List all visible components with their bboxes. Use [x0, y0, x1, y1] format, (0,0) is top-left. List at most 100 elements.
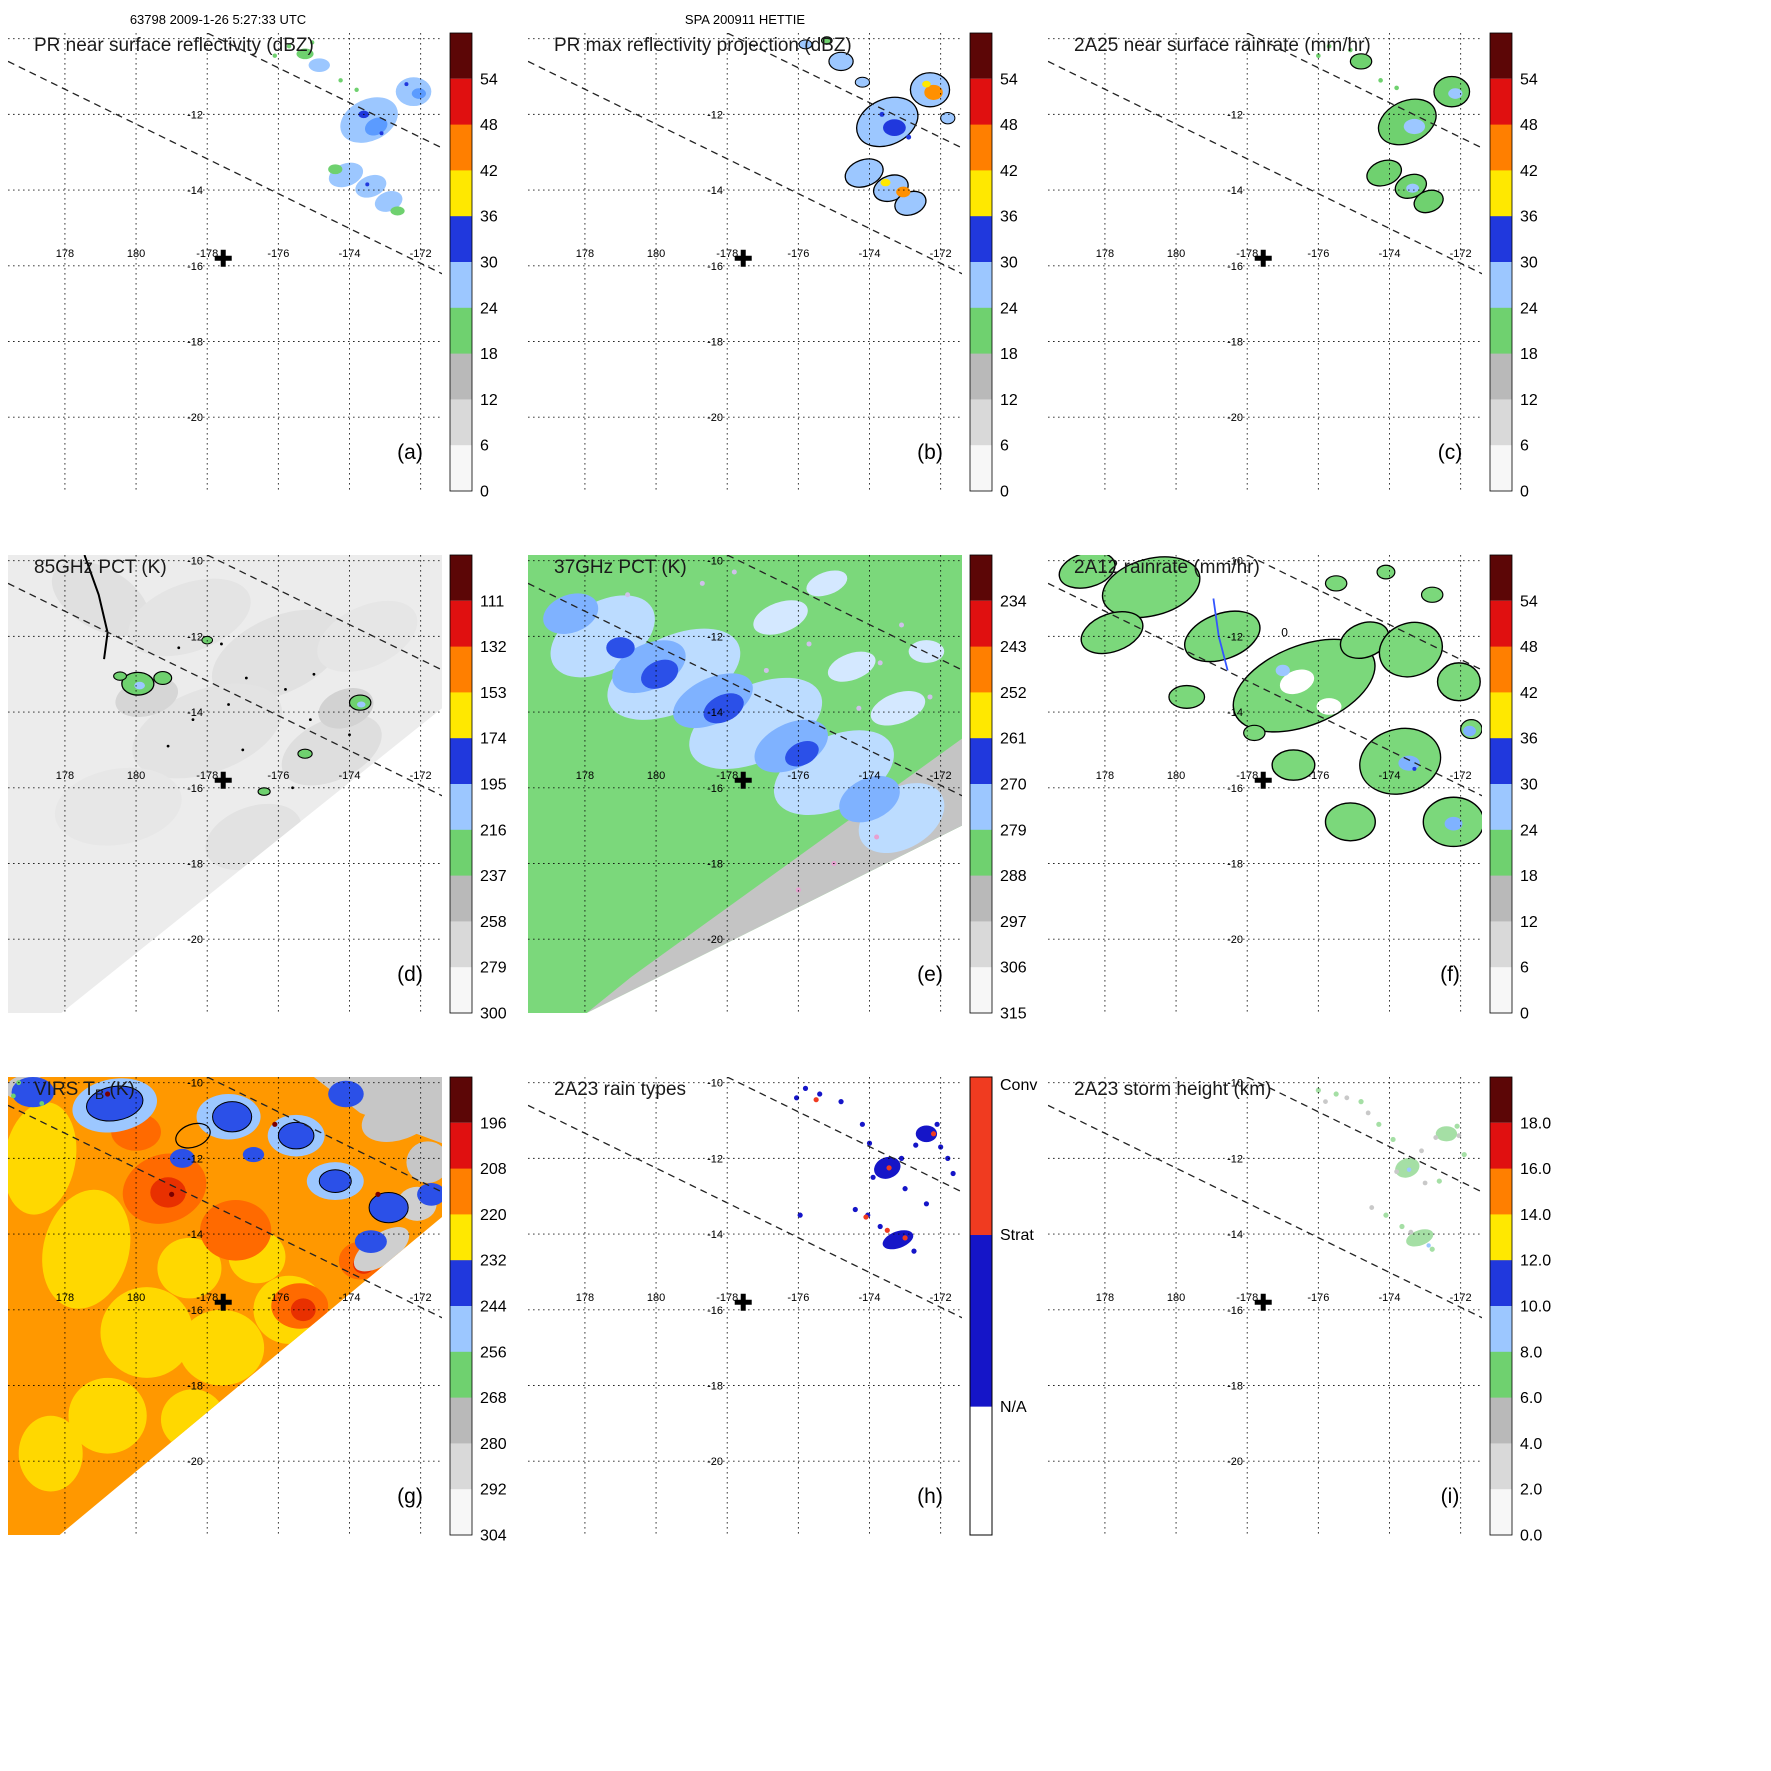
- svg-text:48: 48: [1520, 117, 1538, 134]
- svg-text:178: 178: [1096, 770, 1114, 782]
- svg-text:-172: -172: [410, 770, 432, 782]
- svg-text:196: 196: [480, 1115, 507, 1132]
- axis-labels: 178 180 -178 -176 -174 -172 -12 -14 -16 -18 -20: [576, 109, 952, 424]
- svg-text:234: 234: [1000, 593, 1027, 610]
- swath-edge-lines: [1048, 33, 1482, 275]
- svg-text:42: 42: [1000, 163, 1018, 180]
- svg-text:-14: -14: [187, 1229, 203, 1241]
- panel-title: 2A12 rainrate (mm/hr): [1074, 557, 1260, 578]
- panel-letter: (d): [397, 963, 423, 986]
- storm-center-cross: [734, 1293, 752, 1311]
- svg-text:268: 268: [480, 1390, 507, 1407]
- svg-text:-18: -18: [1227, 1380, 1243, 1392]
- svg-text:-12: -12: [707, 1153, 723, 1165]
- svg-text:-174: -174: [1378, 1292, 1400, 1304]
- svg-text:174: 174: [480, 731, 507, 748]
- svg-text:-16: -16: [1227, 261, 1243, 273]
- panel-title: 85GHz PCT (K): [34, 557, 167, 578]
- gridlines: [528, 33, 962, 491]
- svg-text:-12: -12: [187, 109, 203, 121]
- data-field: [272, 40, 432, 216]
- svg-text:30: 30: [1520, 777, 1538, 794]
- gridlines: [1048, 33, 1482, 491]
- svg-text:12: 12: [1000, 392, 1018, 409]
- svg-text:-176: -176: [787, 248, 809, 260]
- panel-letter: (i): [1441, 1485, 1460, 1508]
- map-area: 178 180 -178 -176 -174 -172 -12 -14 -16 -18 -20: [1048, 33, 1482, 491]
- svg-text:-20: -20: [1227, 1456, 1243, 1468]
- svg-text:6: 6: [1520, 960, 1529, 977]
- svg-text:-174: -174: [858, 770, 880, 782]
- svg-text:270: 270: [1000, 777, 1027, 794]
- svg-text:24: 24: [1000, 300, 1018, 317]
- svg-text:36: 36: [1000, 209, 1018, 226]
- svg-text:16.0: 16.0: [1520, 1161, 1551, 1178]
- svg-text:48: 48: [480, 117, 498, 134]
- svg-text:-176: -176: [1307, 248, 1329, 260]
- svg-text:6: 6: [1000, 438, 1009, 455]
- svg-text:-172: -172: [410, 1292, 432, 1304]
- map-area: 178 180 -178 -176 -174 -172 -12 -14 -16 -18 -20: [528, 33, 962, 491]
- storm-center-cross: [1254, 249, 1272, 267]
- svg-text:12: 12: [480, 392, 498, 409]
- svg-text:-172: -172: [1450, 1292, 1472, 1304]
- storm-name-label: SPA 200911 HETTIE: [684, 12, 806, 27]
- storm-center-cross: [1254, 1293, 1272, 1311]
- colorbar-d: 111 132 153 174 195 216 237 258 279 300: [449, 554, 507, 1023]
- svg-text:48: 48: [1520, 639, 1538, 656]
- svg-text:-176: -176: [267, 770, 289, 782]
- panel-title: PR max reflectivity projection (dBZ): [554, 35, 852, 56]
- svg-text:6.0: 6.0: [1520, 1390, 1542, 1407]
- svg-text:-174: -174: [1378, 770, 1400, 782]
- swath-edge-lines: [1048, 1077, 1482, 1319]
- panel-letter: (a): [397, 441, 423, 464]
- svg-text:0: 0: [1520, 484, 1529, 501]
- svg-text:-178: -178: [1236, 1292, 1258, 1304]
- panel-letter: (c): [1438, 441, 1463, 464]
- svg-text:-14: -14: [1227, 185, 1243, 197]
- svg-text:-176: -176: [267, 1292, 289, 1304]
- svg-text:-16: -16: [707, 1305, 723, 1317]
- svg-text:258: 258: [480, 914, 507, 931]
- svg-text:-20: -20: [187, 1456, 203, 1468]
- svg-text:261: 261: [1000, 731, 1027, 748]
- axis-labels: 178 180 -178 -176 -174 -172 -10 -12 -14 -16 -18 -20: [56, 1078, 432, 1469]
- map-area: 178 180 -178 -176 -174 -172 -10 -12 -14 -16 -18 -20: [528, 555, 962, 1013]
- panel-letter: (f): [1440, 963, 1460, 986]
- svg-text:18.0: 18.0: [1520, 1115, 1551, 1132]
- svg-text:-10: -10: [187, 1078, 203, 1090]
- svg-text:-14: -14: [707, 707, 723, 719]
- svg-text:-18: -18: [1227, 858, 1243, 870]
- svg-text:178: 178: [56, 770, 74, 782]
- panel-title: 2A25 near surface rainrate (mm/hr): [1074, 35, 1371, 56]
- svg-text:-20: -20: [707, 934, 723, 946]
- svg-text:244: 244: [480, 1299, 507, 1316]
- svg-text:54: 54: [1520, 71, 1538, 88]
- svg-text:180: 180: [647, 1292, 665, 1304]
- orbit-timestamp-label: 63798 2009-1-26 5:27:33 UTC: [129, 12, 307, 27]
- axis-labels: 178 180 -178 -176 -174 -172 -10 -12 -14 -16 -18 -20: [1096, 556, 1472, 947]
- axis-labels: 178 180 -178 -176 -174 -172 -12 -14 -16 -18 -20: [56, 109, 432, 424]
- svg-text:-14: -14: [1227, 707, 1243, 719]
- svg-text:-176: -176: [267, 248, 289, 260]
- svg-text:180: 180: [127, 770, 145, 782]
- svg-text:-20: -20: [187, 412, 203, 424]
- svg-text:279: 279: [480, 960, 507, 977]
- svg-text:-174: -174: [858, 248, 880, 260]
- gridlines: [8, 555, 442, 1013]
- gridlines: [8, 33, 442, 491]
- svg-text:180: 180: [1167, 248, 1185, 260]
- svg-text:0: 0: [1000, 484, 1009, 501]
- svg-text:-174: -174: [858, 1292, 880, 1304]
- panel-d: 178 180 -178 -176 -174 -172 -10 -12 -14 -16 -18 -20…: [8, 554, 507, 1023]
- svg-text:-18: -18: [707, 858, 723, 870]
- axis-labels: 178 180 -178 -176 -174 -172 -10 -12 -14 -16 -18 -20: [56, 556, 432, 947]
- storm-center-cross: [734, 249, 752, 267]
- svg-text:178: 178: [576, 248, 594, 260]
- svg-text:-14: -14: [187, 185, 203, 197]
- map-area: 178 180 -178 -176 -174 -172 -12 -14 -16 -18 -20: [8, 33, 442, 491]
- panel-g: 178 180 -178 -176 -174 -172 -10 -12 -14 -16 -18 -20…: [8, 1076, 507, 1545]
- storm-center-cross: [214, 1293, 232, 1311]
- axis-labels: 178 180 -178 -176 -174 -172 -10 -12 -14 -16 -18 -20: [1096, 1078, 1472, 1469]
- panel-title: 2A23 storm height (km): [1074, 1079, 1271, 1100]
